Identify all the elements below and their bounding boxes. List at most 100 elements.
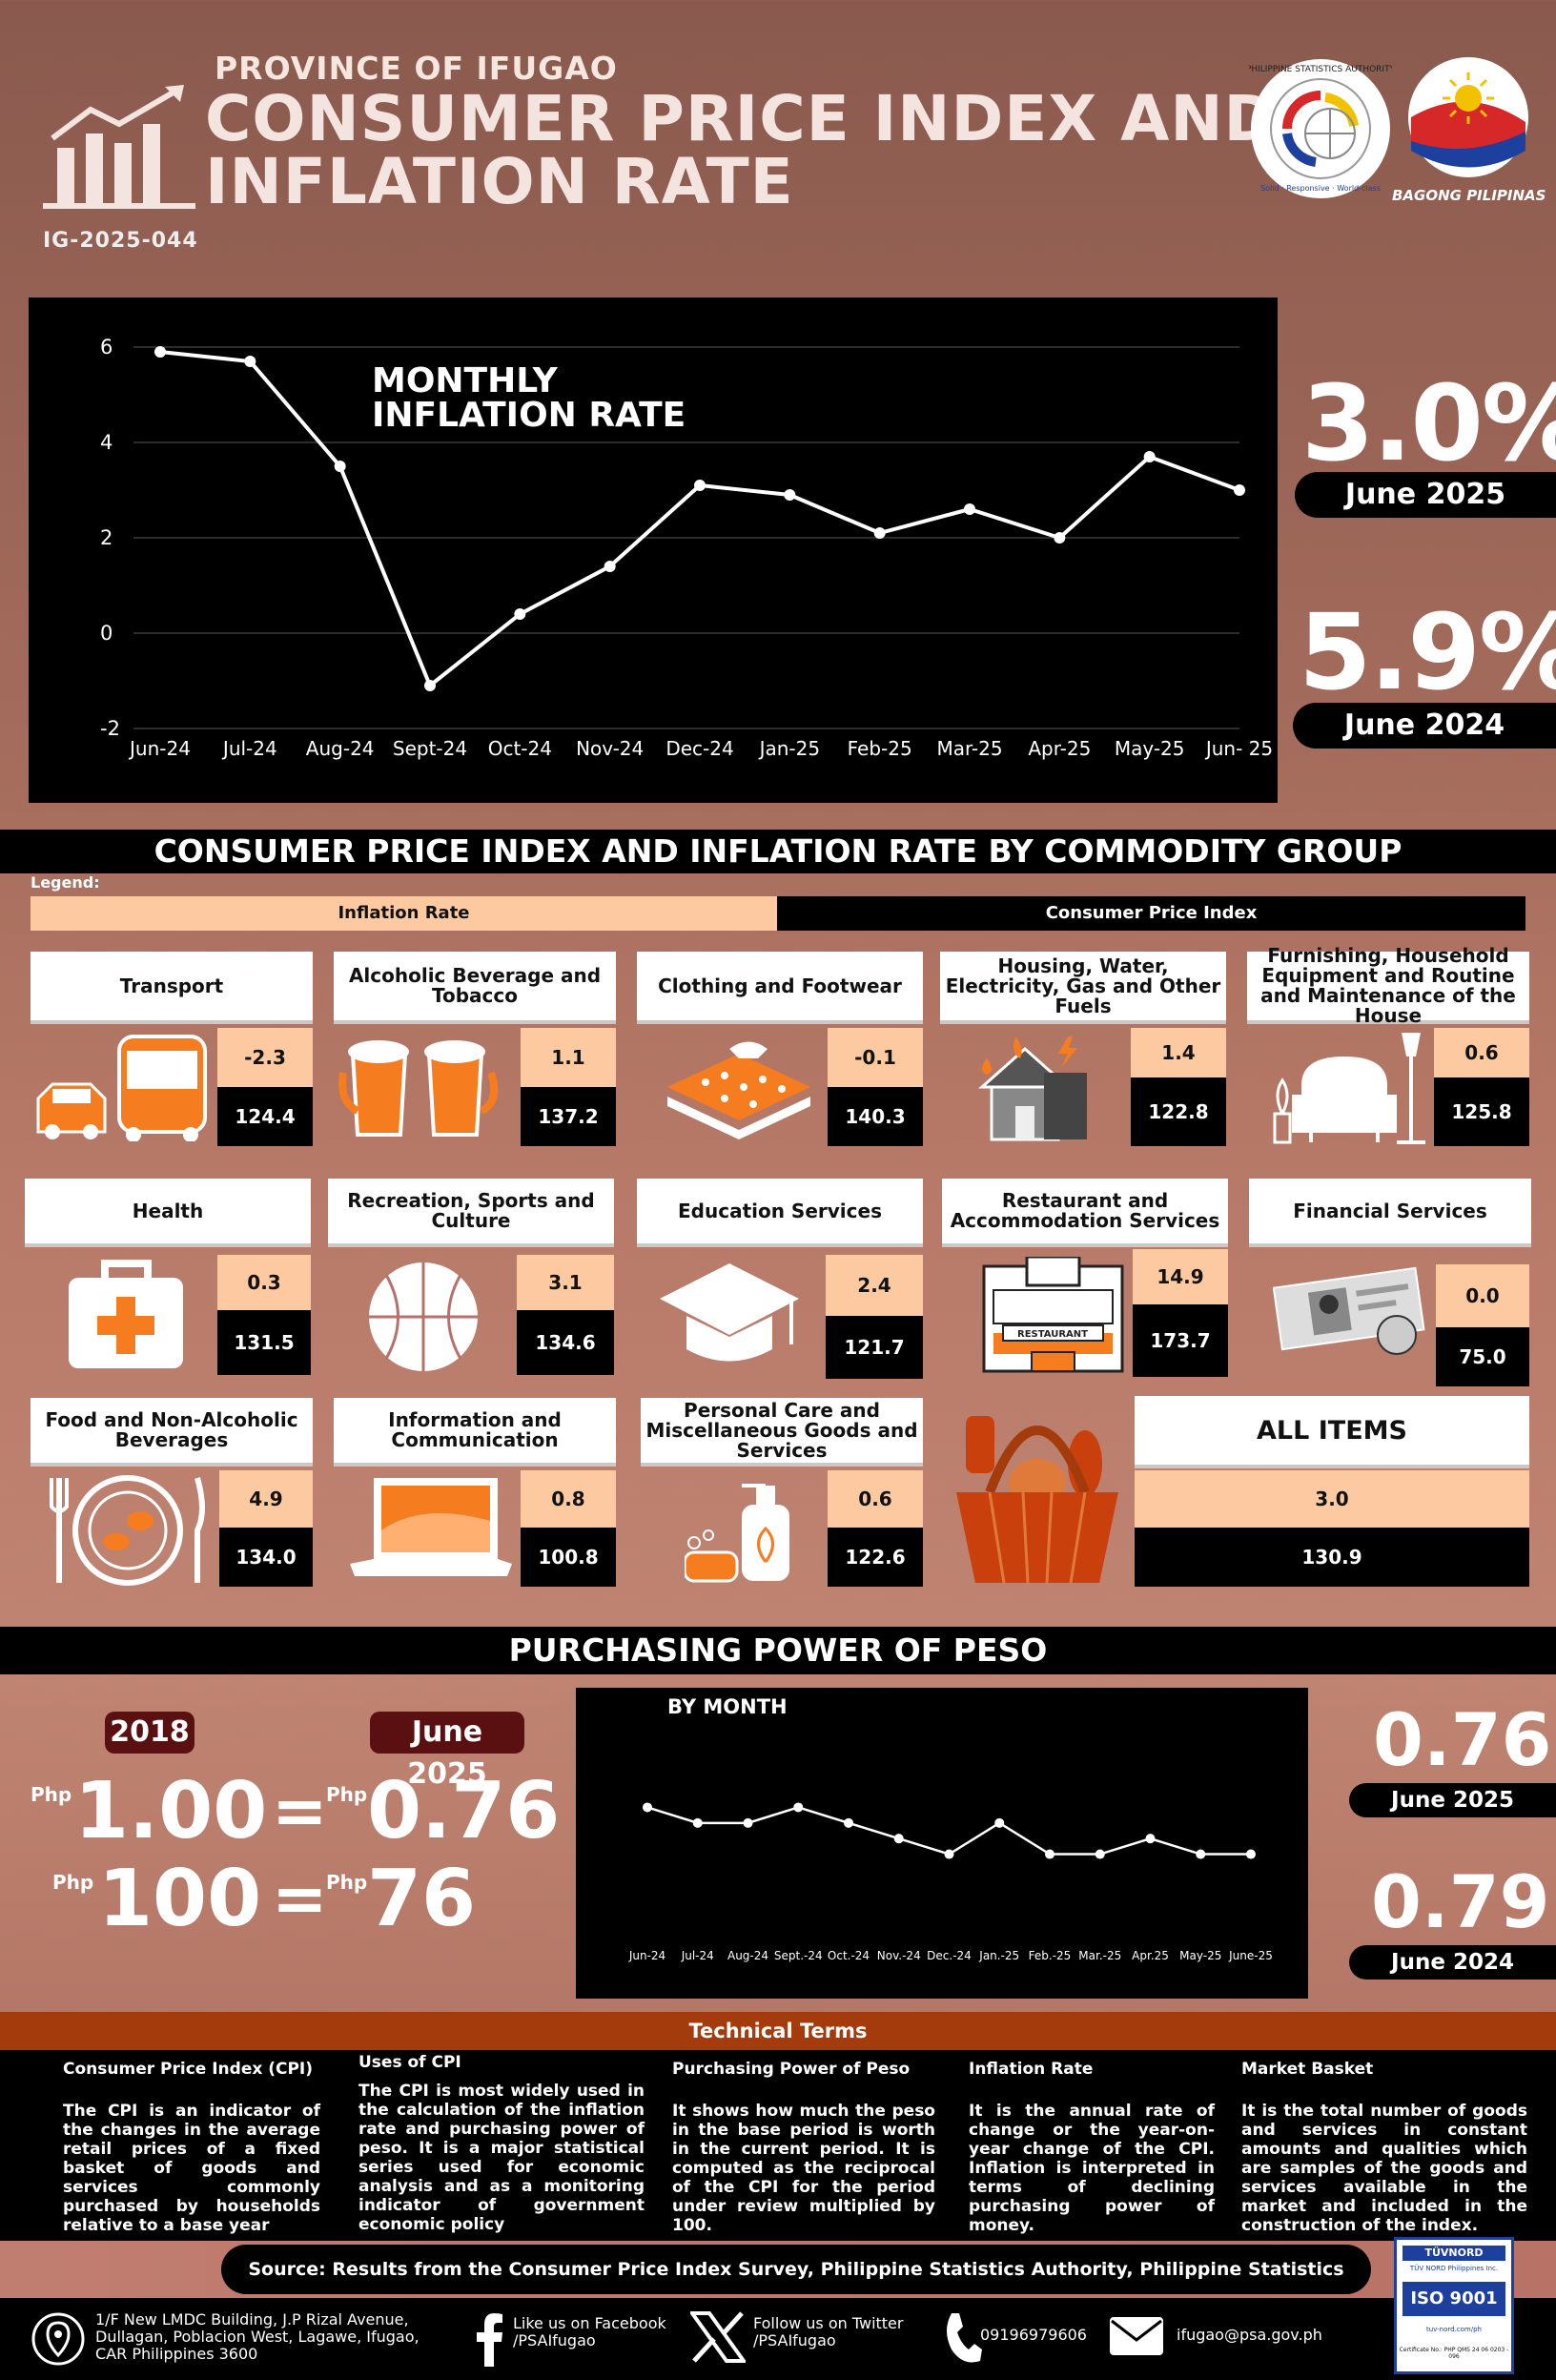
cpi-value: 122.6 — [828, 1528, 923, 1587]
ppp-row2-left: 100 — [98, 1854, 262, 1944]
php-label: Php — [326, 1871, 368, 1894]
current-rate-label: June 2025 — [1295, 472, 1556, 518]
all-items-cpi: 130.9 — [1135, 1528, 1529, 1587]
inflation-rate-value: 0.0 — [1436, 1264, 1529, 1327]
data-point — [844, 1817, 853, 1828]
data-point — [1054, 532, 1066, 544]
svg-text:RESTAURANT: RESTAURANT — [1017, 1329, 1088, 1340]
data-point — [643, 1802, 652, 1813]
folded-clothes-icon — [667, 1041, 810, 1139]
legend-inflation-rate: Inflation Rate — [31, 896, 777, 931]
data-point — [784, 489, 796, 501]
term-title: Inflation Rate — [969, 2060, 1094, 2079]
inflation-rate-value: 3.1 — [517, 1255, 614, 1310]
term-inflation: Inflation Rate It is the annual rate of … — [969, 2060, 1215, 2235]
inflation-rate-value: 14.9 — [1133, 1249, 1228, 1304]
basketball-icon — [369, 1262, 478, 1371]
x-tick-label: Dec.-24 — [927, 1949, 972, 1962]
chart-title-line-2: INFLATION RATE — [372, 396, 686, 435]
legend-label: Legend: — [31, 873, 100, 892]
commodity-title: Clothing and Footwear — [637, 952, 923, 1024]
cpi-value: 125.8 — [1434, 1077, 1529, 1146]
graduation-cap-icon — [660, 1263, 799, 1362]
title-line-2: INFLATION RATE — [205, 145, 794, 218]
ppp-row1-left: 1.00 — [74, 1766, 268, 1857]
x-tick-label: Mar-25 — [936, 737, 1002, 760]
x-tick-label: Jan.-25 — [978, 1949, 1019, 1962]
x-tick-label: Dec-24 — [665, 737, 733, 760]
commodity-section-title: CONSUMER PRICE INDEX AND INFLATION RATE … — [0, 830, 1556, 873]
x-tick-label: Jun- 25 — [1204, 737, 1273, 760]
cert-brand: TÜVNORD — [1402, 2246, 1505, 2261]
term-ppp: Purchasing Power of Peso It shows how mu… — [672, 2060, 935, 2235]
cert-iso: ISO 9001 — [1402, 2282, 1505, 2316]
data-point — [1145, 1834, 1156, 1844]
cpi-value: 140.3 — [828, 1087, 923, 1146]
ppp-chart: Jun-24 Jul-24 Aug-24 Sept.-24 Oct.-24 Nov.-24… — [576, 1688, 1308, 1999]
cpi-value: 121.7 — [826, 1316, 923, 1379]
term-definition: The CPI is most widely used in the calcu… — [358, 2082, 645, 2234]
term-definition: It is the total number of goods and serv… — [1241, 2102, 1527, 2235]
commodity-title: Education Services — [637, 1179, 923, 1247]
all-items-title: ALL ITEMS — [1135, 1396, 1529, 1468]
beer-mugs-icon — [338, 1040, 499, 1137]
data-point — [694, 480, 706, 491]
cert-sub: TÜV NORD Philippines Inc. — [1409, 2265, 1499, 2272]
ppp-chart-title: BY MONTH — [667, 1695, 788, 1718]
prev-rate-label: June 2024 — [1293, 703, 1556, 749]
term-title: Market Basket — [1241, 2060, 1374, 2079]
data-point — [692, 1817, 703, 1828]
twitter-x-icon[interactable] — [690, 2311, 746, 2363]
data-point — [424, 680, 436, 691]
ppp-equals-1: = — [272, 1772, 328, 1850]
commodity-title: Personal Care and Miscellaneous Goods an… — [641, 1398, 923, 1467]
data-point — [1196, 1849, 1206, 1859]
footer-facebook[interactable]: Like us on Facebook /PSAIfugao — [513, 2314, 666, 2349]
footer — [0, 2298, 1556, 2380]
term-definition: It is the annual rate of change or the y… — [969, 2102, 1215, 2235]
x-tick-label: Jun-24 — [628, 1949, 665, 1962]
cpi-value: 100.8 — [521, 1528, 616, 1587]
data-point — [743, 1817, 753, 1828]
data-point — [1095, 1849, 1105, 1859]
inflation-rate-value: 0.6 — [828, 1470, 923, 1528]
inflation-rate-value: -2.3 — [217, 1028, 313, 1087]
x-tick-label: Jul-24 — [681, 1949, 714, 1962]
series-line — [646, 1806, 1251, 1856]
php-label: Php — [52, 1871, 94, 1894]
cpi-value: 134.0 — [219, 1528, 313, 1587]
y-tick-label: 4 — [100, 431, 113, 454]
all-items-inflation-rate: 3.0 — [1135, 1470, 1529, 1528]
ppp-row1-right: 0.76 — [367, 1766, 561, 1857]
footer-twitter[interactable]: Follow us on Twitter /PSAIfugao — [753, 2314, 904, 2349]
current-rate-value: 3.0% — [1301, 362, 1556, 484]
term-cpi: Consumer Price Index (CPI) The CPI is an… — [63, 2060, 320, 2235]
term-title: Uses of CPI — [358, 2053, 461, 2072]
bagong-pilipinas-logo — [1408, 57, 1528, 177]
ppp-current-label: June 2025 — [1349, 1783, 1556, 1817]
title-line-1: CONSUMER PRICE INDEX AND — [205, 82, 1278, 155]
x-tick-label: Jul-24 — [221, 737, 277, 760]
footer-email[interactable]: ifugao@psa.gov.ph — [1177, 2326, 1322, 2344]
x-tick-label: Nov.-24 — [877, 1949, 921, 1962]
footer-phone[interactable]: 09196979606 — [980, 2326, 1087, 2344]
svg-text:PHILIPPINE STATISTICS AUTHORIT: PHILIPPINE STATISTICS AUTHORITY — [1249, 65, 1392, 74]
ppp-base-year: 2018 — [105, 1712, 194, 1754]
data-point — [1045, 1849, 1054, 1859]
phone-icon — [947, 2313, 982, 2363]
inflation-rate-value: 1.4 — [1131, 1028, 1226, 1077]
province-subtitle: PROVINCE OF IFUGAO — [215, 50, 618, 87]
restaurant-icon: RESTAURANT — [982, 1257, 1124, 1373]
term-uses: Uses of CPI The CPI is most widely used … — [358, 2053, 645, 2234]
car-bus-icon — [36, 1035, 207, 1141]
commodity-title: Alcoholic Beverage and Tobacco — [334, 952, 616, 1024]
inflation-rate-value: 1.1 — [521, 1028, 616, 1087]
x-tick-label: Aug-24 — [306, 737, 375, 760]
inflation-rate-value: 0.3 — [217, 1255, 311, 1310]
cpi-value: 122.8 — [1131, 1077, 1226, 1146]
facebook-icon[interactable] — [475, 2311, 503, 2367]
series-line — [159, 350, 1240, 689]
commodity-title: Health — [25, 1179, 311, 1247]
chart-title-line-1: MONTHLY — [372, 361, 558, 400]
page-title: CONSUMER PRICE INDEX AND INFLATION RATE — [205, 88, 1277, 214]
